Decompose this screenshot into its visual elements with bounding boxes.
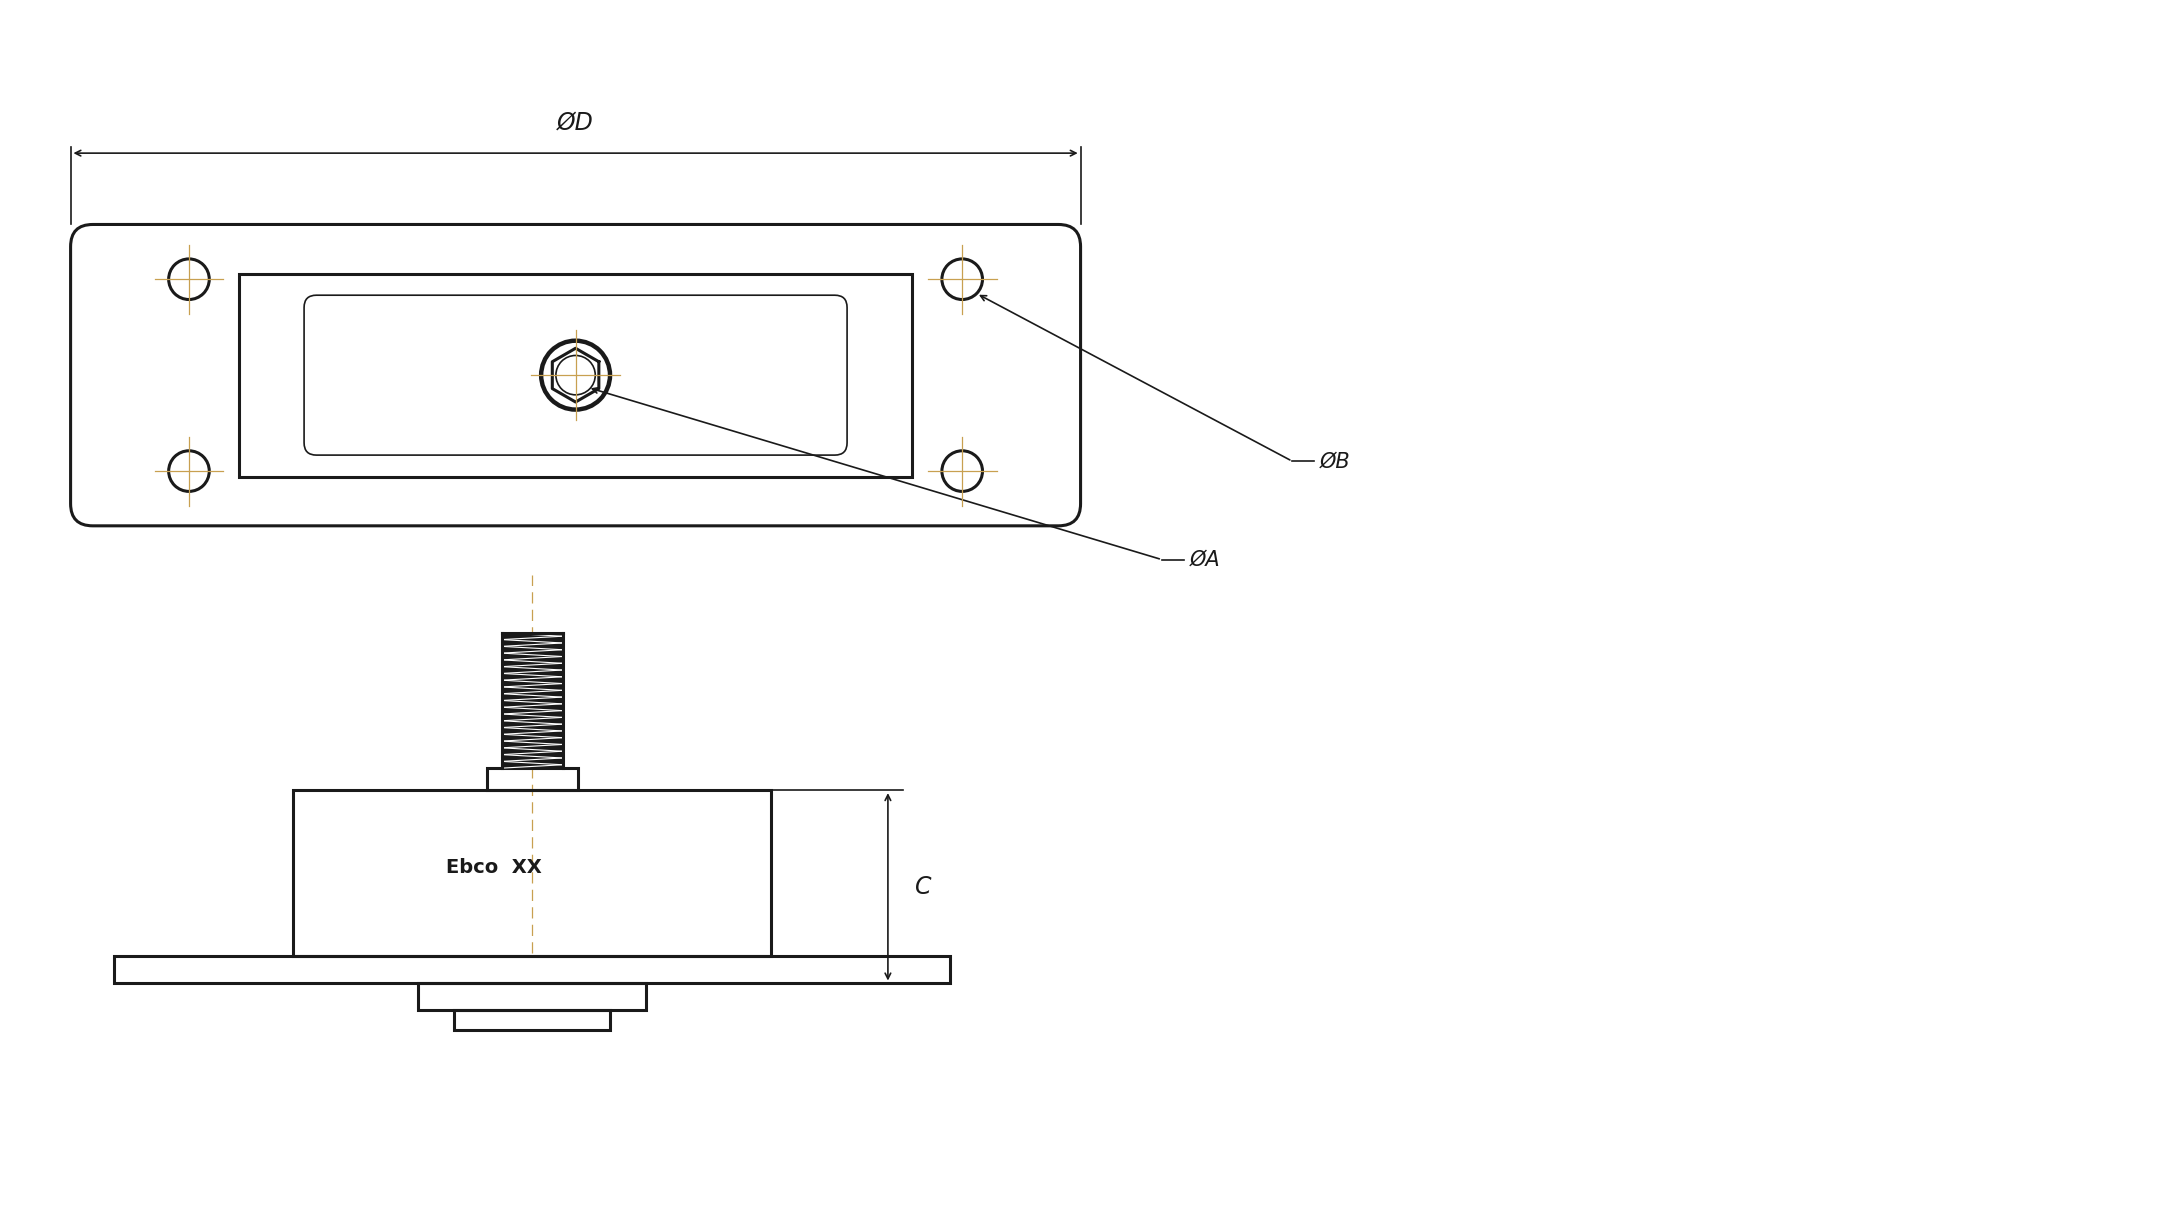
Text: Ebco  XX: Ebco XX — [445, 857, 541, 877]
Bar — [239, 274, 912, 477]
Bar — [454, 1011, 610, 1031]
Text: ØA: ØA — [1190, 550, 1221, 569]
Bar — [293, 791, 771, 957]
Bar — [487, 768, 578, 791]
Bar — [115, 957, 949, 984]
Bar — [417, 984, 645, 1011]
Bar — [502, 633, 563, 768]
Text: C: C — [914, 875, 932, 899]
Text: ØD: ØD — [558, 111, 593, 135]
Text: ØB: ØB — [1321, 451, 1351, 471]
